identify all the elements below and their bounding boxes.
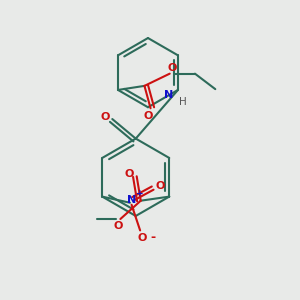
Text: O: O bbox=[167, 63, 176, 73]
Text: O: O bbox=[137, 233, 147, 243]
Text: O: O bbox=[100, 112, 110, 122]
Text: -: - bbox=[151, 231, 156, 244]
Text: O: O bbox=[144, 111, 153, 121]
Text: +: + bbox=[136, 189, 144, 198]
Text: H: H bbox=[179, 97, 187, 107]
Text: N: N bbox=[164, 90, 173, 100]
Text: O: O bbox=[114, 221, 123, 231]
Text: O: O bbox=[155, 182, 165, 191]
Text: O: O bbox=[125, 169, 134, 179]
Text: N: N bbox=[127, 195, 136, 205]
